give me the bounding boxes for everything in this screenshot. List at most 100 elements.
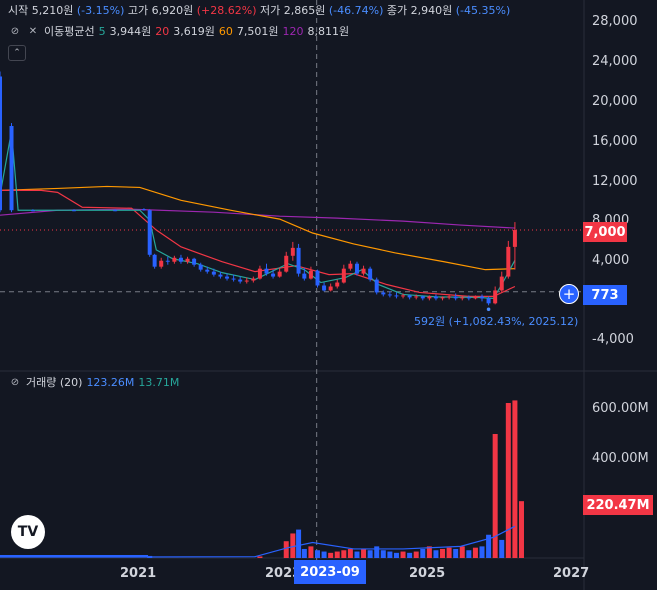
volume-bar [328, 552, 334, 558]
volume-tick: 600.00M [592, 401, 649, 416]
candle-body [493, 290, 498, 304]
candle-body [264, 268, 269, 274]
crosshair-price-tag: 773 [583, 285, 627, 305]
candle-body [277, 271, 282, 277]
volume-bar [296, 529, 302, 558]
volume-current-tag: 220.47M [583, 495, 653, 515]
candle-body [512, 230, 517, 247]
candle-body [147, 210, 152, 255]
candle-body [328, 286, 333, 291]
close-label: 종가 [386, 4, 408, 17]
add-alert-button[interactable]: + [559, 284, 579, 304]
volume-bar [347, 548, 353, 558]
ma5-value: 3,944원 [109, 25, 152, 38]
candle-body [401, 295, 406, 297]
volume-value1: 123.26M [86, 376, 135, 389]
candle-body [271, 273, 276, 277]
candle-body [420, 296, 425, 299]
close-value: 2,940원 [410, 4, 453, 17]
candle-body [466, 297, 471, 299]
candle-body [480, 296, 485, 299]
ma20-line [0, 189, 516, 298]
close-change: (-45.35%) [455, 4, 511, 17]
low-annotation: 592원 (+1,082.43%, 2025.12) [414, 315, 579, 328]
candle-body [361, 268, 366, 274]
candle-body [244, 280, 249, 282]
candle-body [322, 285, 327, 291]
volume-bar [361, 548, 367, 558]
volume-bar [301, 548, 307, 558]
visibility-icon[interactable]: ⊘ [10, 377, 20, 388]
ohlc-legend: 시작 5,210원 (-3.15%) 고가 6,920원 (+28.62%) 저… [8, 3, 510, 19]
volume-bar [453, 548, 459, 558]
price-tick: 20,000 [592, 94, 638, 109]
candle-body [257, 268, 262, 279]
candle-body [302, 273, 307, 279]
ma-legend: ⊘ ✕ 이동평균선 5 3,944원 20 3,619원 60 7,501원 1… [8, 24, 349, 40]
collapse-legend-icon[interactable]: ⌃ [8, 45, 26, 61]
high-value: 6,920원 [151, 4, 194, 17]
candle-body [152, 254, 157, 267]
candle-body [290, 247, 295, 256]
candle-body [308, 270, 313, 279]
candle-body [9, 126, 14, 211]
volume-bar [380, 550, 386, 558]
candle-body [473, 296, 478, 299]
low-label: 저가 [260, 4, 281, 17]
candle-body [348, 263, 353, 269]
open-value: 5,210원 [31, 4, 74, 17]
ma120-period: 120 [282, 25, 304, 38]
volume-bar [433, 550, 439, 558]
volume-tick: 400.00M [592, 451, 649, 466]
candle-body [211, 271, 216, 275]
x-tick: 2025 [409, 566, 446, 581]
visibility-icon[interactable]: ⊘ [10, 26, 20, 37]
volume-bar [479, 546, 485, 558]
candle-body [296, 247, 301, 274]
candle-body [433, 296, 438, 299]
volume-bar [499, 539, 505, 558]
tradingview-logo[interactable]: TV [11, 515, 45, 549]
x-tick: 2021 [120, 566, 157, 581]
candle-body [141, 209, 146, 211]
low-change: (-46.74%) [328, 4, 384, 17]
candle-body [165, 260, 170, 262]
low-value: 2,865원 [283, 4, 326, 17]
close-icon[interactable]: ✕ [28, 26, 38, 37]
candle-body [172, 257, 177, 262]
candle-body [72, 210, 77, 212]
high-change: (+28.62%) [196, 4, 257, 17]
ma20-period: 20 [155, 25, 170, 38]
volume-legend: ⊘ 거래량 (20) 123.26M 13.71M [8, 375, 180, 391]
candle-body [374, 279, 379, 293]
candle-body [284, 255, 289, 272]
volume-bar [446, 547, 452, 558]
candle-body [30, 210, 35, 212]
candle-body [205, 269, 210, 272]
candle-body [178, 257, 183, 262]
volume-bar [420, 548, 426, 558]
volume-bar [440, 548, 446, 558]
current-price-tag: 7,000 [583, 222, 627, 242]
candle-body [427, 296, 432, 299]
open-label: 시작 [8, 4, 29, 17]
volume-bar [518, 501, 524, 558]
volume-bar [354, 551, 360, 558]
volume-bar [367, 550, 373, 558]
volume-bar [400, 551, 406, 558]
ma120-value: 8,811원 [307, 25, 350, 38]
candle-body [113, 210, 118, 212]
price-tick: 16,000 [592, 134, 638, 149]
volume-bar [413, 551, 419, 558]
price-tick: 24,000 [592, 54, 638, 69]
volume-bar [374, 546, 380, 558]
candle-body [231, 278, 236, 280]
candle-body [218, 274, 223, 277]
candle-body [315, 270, 320, 286]
candle-body [335, 282, 340, 287]
volume-bar [459, 546, 465, 558]
ma60-period: 60 [218, 25, 233, 38]
price-tick: 4,000 [592, 253, 630, 268]
volume-bar [466, 550, 472, 558]
